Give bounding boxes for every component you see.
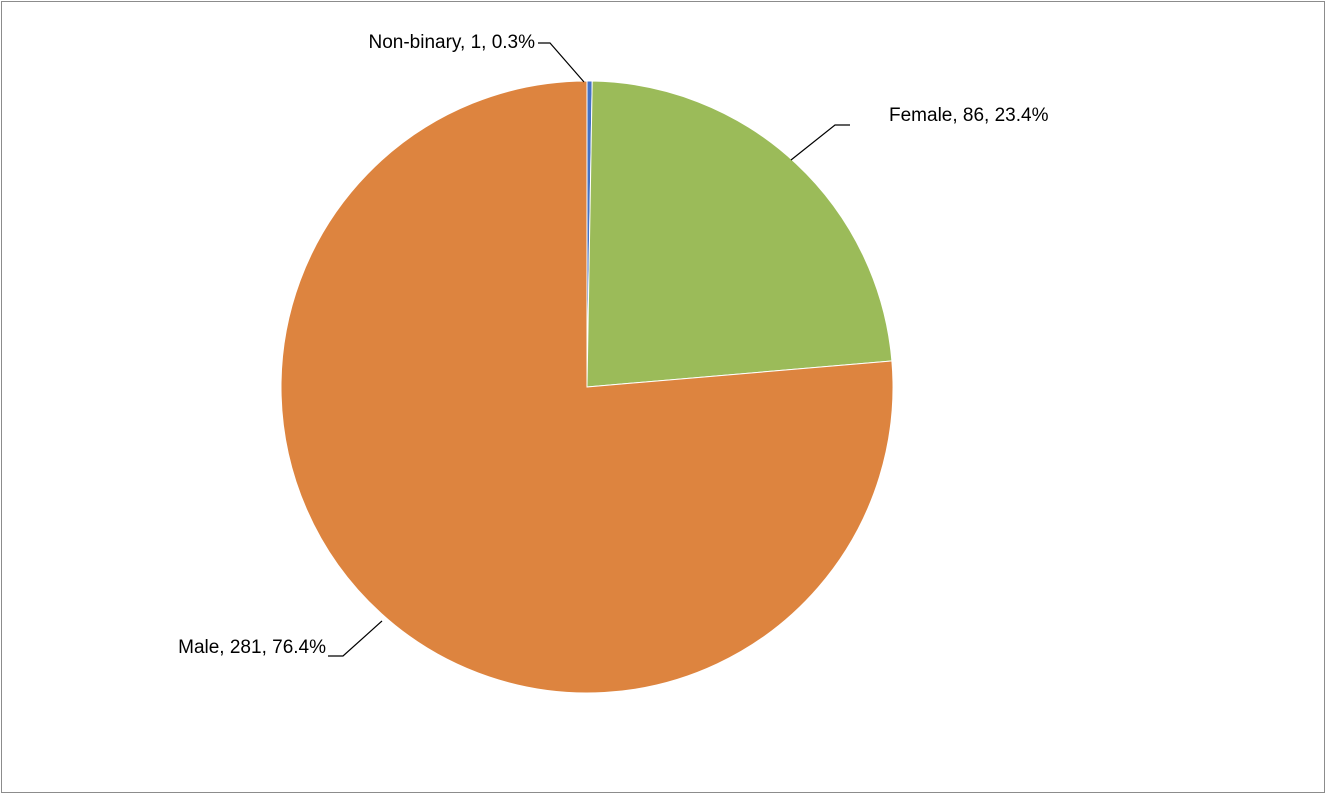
leader-line-non-binary [538, 42, 585, 83]
pie-slices [280, 80, 894, 694]
leader-lines [328, 42, 850, 657]
data-label-non-binary: Non-binary, 1, 0.3% [368, 32, 535, 53]
data-label-female: Female, 86, 23.4% [889, 105, 1049, 126]
leader-line-female [790, 124, 850, 161]
data-label-male: Male, 281, 76.4% [178, 637, 326, 658]
data-labels: Non-binary, 1, 0.3% Female, 86, 23.4% Ma… [178, 32, 1048, 658]
slice-female[interactable] [586, 80, 893, 388]
leader-line-male [328, 620, 383, 657]
slice-male[interactable] [280, 80, 894, 694]
